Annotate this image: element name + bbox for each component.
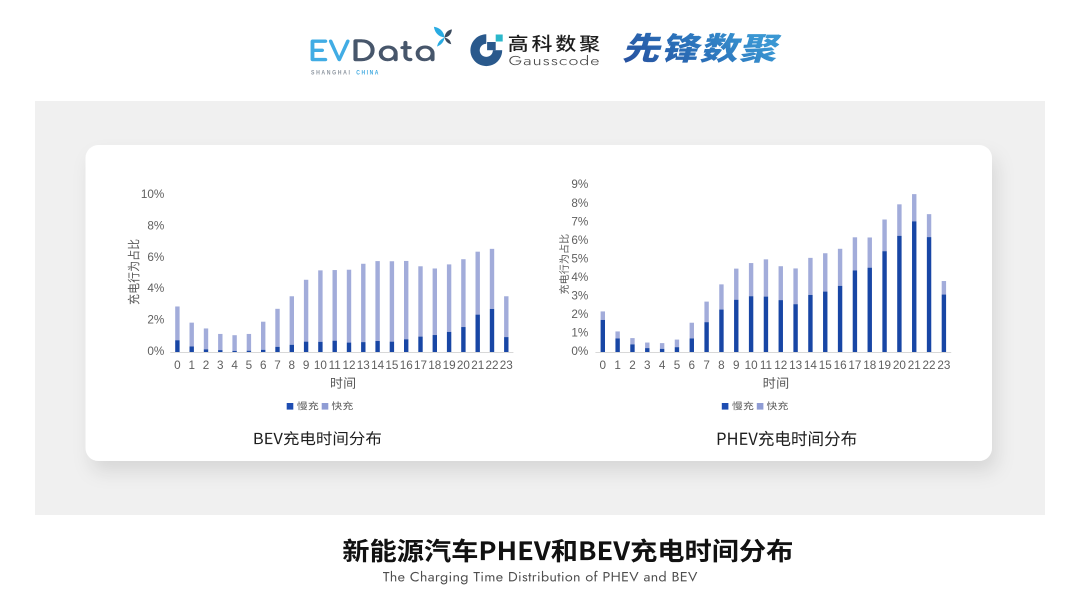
svg-text:0%: 0% xyxy=(147,345,164,358)
svg-text:4%: 4% xyxy=(571,271,588,284)
svg-text:12: 12 xyxy=(342,359,355,372)
svg-text:7: 7 xyxy=(274,359,281,372)
svg-text:8: 8 xyxy=(289,359,296,372)
svg-text:10%: 10% xyxy=(141,188,164,201)
svg-text:17: 17 xyxy=(848,359,861,372)
svg-text:13: 13 xyxy=(789,359,802,372)
svg-text:1: 1 xyxy=(188,359,195,372)
svg-text:16: 16 xyxy=(834,359,847,372)
svg-text:11: 11 xyxy=(329,359,341,372)
svg-text:23: 23 xyxy=(937,359,950,372)
svg-text:12: 12 xyxy=(774,359,787,372)
svg-text:15: 15 xyxy=(819,359,833,372)
svg-text:8: 8 xyxy=(718,359,725,372)
svg-text:18: 18 xyxy=(863,359,876,372)
svg-text:6: 6 xyxy=(260,359,267,372)
svg-text:14: 14 xyxy=(371,359,385,372)
svg-text:CHINA: CHINA xyxy=(356,69,380,76)
svg-text:14: 14 xyxy=(804,359,818,372)
svg-text:1: 1 xyxy=(614,359,621,372)
svg-text:0: 0 xyxy=(600,359,607,372)
svg-text:6: 6 xyxy=(689,359,696,372)
svg-text:1%: 1% xyxy=(571,327,588,340)
svg-text:9: 9 xyxy=(733,359,740,372)
svg-text:8%: 8% xyxy=(571,197,588,210)
svg-text:0%: 0% xyxy=(571,345,588,358)
svg-text:2: 2 xyxy=(629,359,636,372)
svg-text:9%: 9% xyxy=(571,178,588,191)
svg-text:4: 4 xyxy=(659,359,666,372)
svg-text:0: 0 xyxy=(174,359,181,372)
svg-text:10: 10 xyxy=(745,359,759,372)
svg-text:SHANGHAI: SHANGHAI xyxy=(311,69,352,76)
svg-text:16: 16 xyxy=(400,359,413,372)
svg-text:19: 19 xyxy=(878,359,891,372)
svg-text:21: 21 xyxy=(908,359,921,372)
svg-text:23: 23 xyxy=(500,359,513,372)
svg-text:2%: 2% xyxy=(571,308,588,321)
svg-text:6%: 6% xyxy=(147,251,164,264)
svg-text:20: 20 xyxy=(893,359,907,372)
svg-text:6%: 6% xyxy=(571,234,588,247)
svg-text:5: 5 xyxy=(674,359,681,372)
svg-text:15: 15 xyxy=(385,359,399,372)
svg-text:9: 9 xyxy=(303,359,310,372)
svg-text:8%: 8% xyxy=(147,219,164,232)
svg-text:5%: 5% xyxy=(571,252,588,265)
svg-text:2%: 2% xyxy=(147,314,164,327)
svg-text:3%: 3% xyxy=(571,289,588,302)
svg-text:21: 21 xyxy=(471,359,484,372)
svg-text:4: 4 xyxy=(231,359,238,372)
svg-text:3: 3 xyxy=(217,359,224,372)
svg-text:20: 20 xyxy=(457,359,471,372)
svg-text:4%: 4% xyxy=(147,282,164,295)
svg-text:3: 3 xyxy=(644,359,651,372)
svg-text:17: 17 xyxy=(414,359,427,372)
svg-text:18: 18 xyxy=(428,359,441,372)
svg-text:19: 19 xyxy=(443,359,456,372)
svg-text:11: 11 xyxy=(760,359,772,372)
svg-text:2: 2 xyxy=(203,359,210,372)
svg-text:7%: 7% xyxy=(571,215,588,228)
svg-text:10: 10 xyxy=(314,359,328,372)
svg-text:5: 5 xyxy=(246,359,253,372)
svg-text:13: 13 xyxy=(357,359,370,372)
svg-text:7: 7 xyxy=(703,359,710,372)
svg-text:22: 22 xyxy=(923,359,936,372)
svg-text:22: 22 xyxy=(485,359,498,372)
